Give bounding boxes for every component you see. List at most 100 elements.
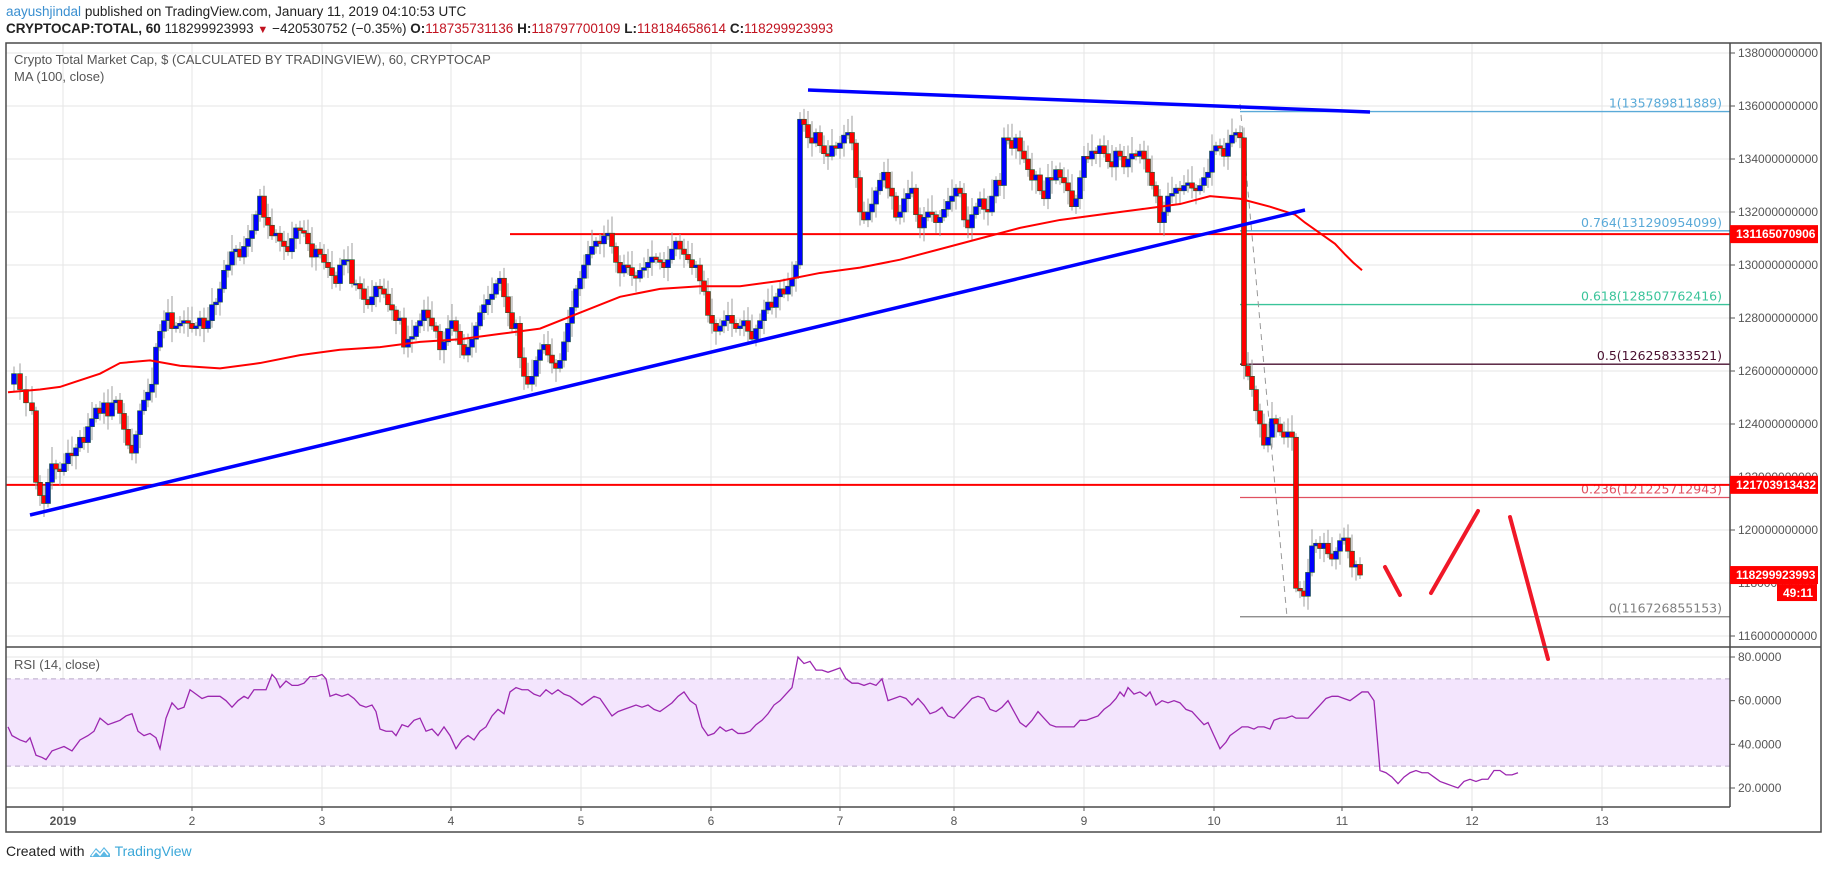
candle-up	[209, 304, 215, 321]
price-axis[interactable]: 138000000000 136000000000 134000000000 1320…	[1730, 46, 1818, 643]
author-link[interactable]: aayushjindal	[6, 4, 82, 19]
low-label: L:	[624, 21, 637, 36]
candle-up	[1165, 195, 1171, 213]
candle-down	[1105, 153, 1111, 162]
candle-down	[269, 224, 275, 237]
candle-up	[477, 312, 483, 327]
tradingview-logo-icon	[89, 847, 110, 857]
price-tick-label: 126000000000	[1738, 364, 1818, 378]
candle-down	[729, 315, 735, 324]
candle-up	[573, 288, 579, 308]
candle-up	[173, 325, 179, 329]
last-price: 118299923993	[164, 21, 254, 36]
rsi-axis[interactable]: 80.0000 60.0000 40.0000 20.0000	[1730, 650, 1782, 795]
candle-down	[1257, 410, 1263, 425]
candle-down	[1217, 145, 1223, 149]
candle-down	[1189, 182, 1195, 189]
candle-down	[381, 288, 387, 295]
tradingview-link[interactable]: TradingView	[114, 843, 192, 859]
candle-up	[1225, 142, 1231, 157]
candle-up	[373, 285, 379, 298]
close-value: 118299923993	[744, 21, 834, 36]
trendlines[interactable]	[29, 88, 1371, 517]
fib-level-label: 0.618(128507762416)	[1581, 289, 1722, 304]
price-badge-text: 121703913432	[1736, 478, 1816, 492]
candle-down	[1141, 150, 1147, 160]
rsi-band	[6, 678, 1730, 767]
fib-level-label: 0.5(126258333521)	[1597, 348, 1722, 363]
price-change: −420530752 (−0.35%)	[272, 21, 407, 36]
candle-down	[805, 124, 811, 139]
grid-lines	[6, 43, 1730, 807]
candle-up	[1337, 540, 1343, 552]
candle-down	[393, 309, 399, 321]
candle-up	[45, 481, 51, 504]
candle-down	[653, 256, 659, 260]
rising-trendline[interactable]	[29, 208, 1306, 517]
projection-arrows[interactable]	[1383, 509, 1550, 661]
candle-up	[665, 259, 671, 268]
candle-down	[505, 296, 511, 313]
projection-stroke[interactable]	[1508, 515, 1550, 661]
candle-up	[1077, 177, 1083, 200]
ma-legend[interactable]: MA (100, close)	[14, 69, 105, 84]
candle-up	[585, 254, 591, 266]
chart-frame	[5, 42, 1822, 833]
time-tick-label: 11	[1336, 814, 1349, 828]
candle-down	[1293, 436, 1299, 589]
symbol-info: CRYPTOCAP:TOTAL, 60 118299923993 ▼ −4205…	[6, 21, 833, 36]
candle-up	[249, 230, 255, 239]
ma100-line	[7, 195, 1363, 394]
candle-up	[153, 346, 159, 385]
fibonacci-retracement[interactable]: 1(135789811889) 0.764(131290954099) 0.618(…	[1239, 96, 1730, 618]
rsi-legend[interactable]: RSI (14, close)	[14, 657, 100, 672]
candle-down	[613, 246, 619, 263]
rsi-tick-label: 20.0000	[1738, 781, 1782, 795]
outer-frame	[5, 42, 1822, 833]
candle-down	[501, 277, 507, 298]
candle-up	[921, 217, 927, 229]
candle-down	[357, 283, 363, 290]
falling-trendline[interactable]	[807, 88, 1371, 114]
fib-trend-dashed	[1239, 103, 1288, 618]
candle-down	[321, 254, 327, 263]
candle-up	[1333, 550, 1339, 560]
candle-up	[241, 246, 247, 258]
candle-up	[869, 203, 875, 213]
candle-up	[1169, 193, 1175, 197]
high-label: H:	[517, 21, 532, 36]
horizontal-lines[interactable]	[6, 233, 1730, 486]
candle-up	[417, 320, 423, 327]
candle-up	[1201, 177, 1207, 186]
candle-up	[161, 320, 167, 332]
fib-level-label: 0.764(131290954099)	[1581, 215, 1722, 230]
candle-down	[929, 211, 935, 215]
price-tick-label: 138000000000	[1738, 46, 1818, 60]
candle-down	[121, 413, 127, 430]
candle-down	[629, 267, 635, 276]
projection-stroke[interactable]	[1383, 565, 1402, 597]
candle-up	[905, 193, 911, 200]
candle-up	[445, 328, 451, 343]
candle-down	[857, 177, 863, 213]
candle-up	[537, 349, 543, 361]
candle-up	[1181, 185, 1187, 192]
candle-up	[465, 346, 471, 356]
footer: Created with TradingView	[6, 843, 192, 859]
rsi-line	[7, 655, 1519, 789]
time-axis[interactable]: 2019 2 3 4 5 6 7 8 9 10 11 12 13	[50, 807, 1609, 828]
time-tick-label: 2019	[50, 814, 77, 828]
candle-up	[565, 322, 571, 343]
candle-up	[413, 325, 419, 337]
candle-up	[529, 375, 535, 385]
candle-down	[17, 373, 23, 390]
candle-up	[793, 264, 799, 279]
candle-down	[261, 195, 267, 218]
candle-up	[473, 325, 479, 340]
candle-down	[305, 232, 311, 245]
candle-up	[157, 330, 163, 348]
time-tick-label: 7	[837, 814, 844, 828]
projection-stroke[interactable]	[1429, 509, 1480, 595]
candle-up	[469, 338, 475, 348]
